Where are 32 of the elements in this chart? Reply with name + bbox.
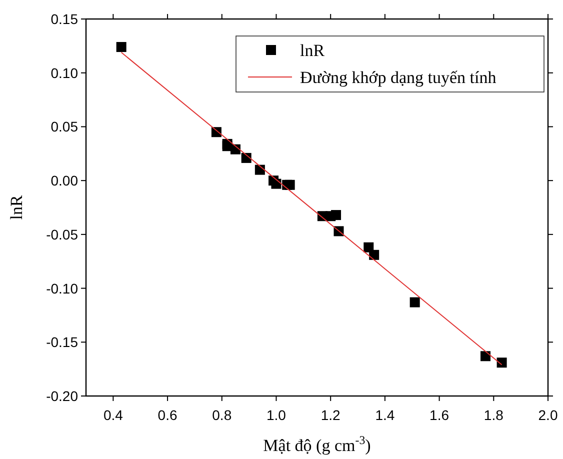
x-axis-title: Mật độ (g cm$^{-3}$) bbox=[263, 433, 371, 455]
point bbox=[230, 144, 240, 154]
x-tick-label: 1.2 bbox=[320, 407, 341, 423]
y-tick-label: 0.15 bbox=[50, 11, 78, 27]
x-tick-label: 1.4 bbox=[375, 407, 395, 423]
y-tick-label: -0.05 bbox=[46, 226, 78, 242]
point bbox=[241, 152, 252, 163]
point bbox=[496, 358, 507, 368]
x-tick-label: 1.6 bbox=[430, 407, 450, 423]
y-tick-label: 0.00 bbox=[50, 172, 78, 189]
point bbox=[480, 351, 490, 362]
x-tick-label: 1.0 bbox=[266, 407, 286, 423]
point bbox=[331, 210, 342, 220]
y-tick-label: 0.10 bbox=[50, 64, 78, 81]
y-tick-label: -0.15 bbox=[46, 334, 78, 350]
point bbox=[284, 180, 295, 190]
x-tick-label: 0.8 bbox=[212, 407, 232, 423]
y-tick-label: 0.05 bbox=[50, 118, 78, 135]
legend-label: lnR bbox=[300, 41, 326, 60]
point bbox=[271, 178, 282, 189]
point bbox=[116, 42, 126, 52]
point bbox=[369, 250, 380, 260]
legend-label: Đường khớp dạng tuyến tính bbox=[300, 68, 497, 87]
x-tick-label: 1.8 bbox=[484, 407, 504, 423]
x-tick-label: 0.4 bbox=[103, 407, 124, 423]
point bbox=[410, 297, 420, 308]
y-tick-label: -0.10 bbox=[46, 280, 78, 296]
point bbox=[254, 164, 265, 175]
x-tick-label: 2.0 bbox=[538, 407, 558, 423]
y-axis-title: lnR bbox=[7, 194, 26, 220]
x-tick-label: 0.6 bbox=[158, 407, 178, 423]
y-tick-label: -0.20 bbox=[46, 388, 78, 404]
